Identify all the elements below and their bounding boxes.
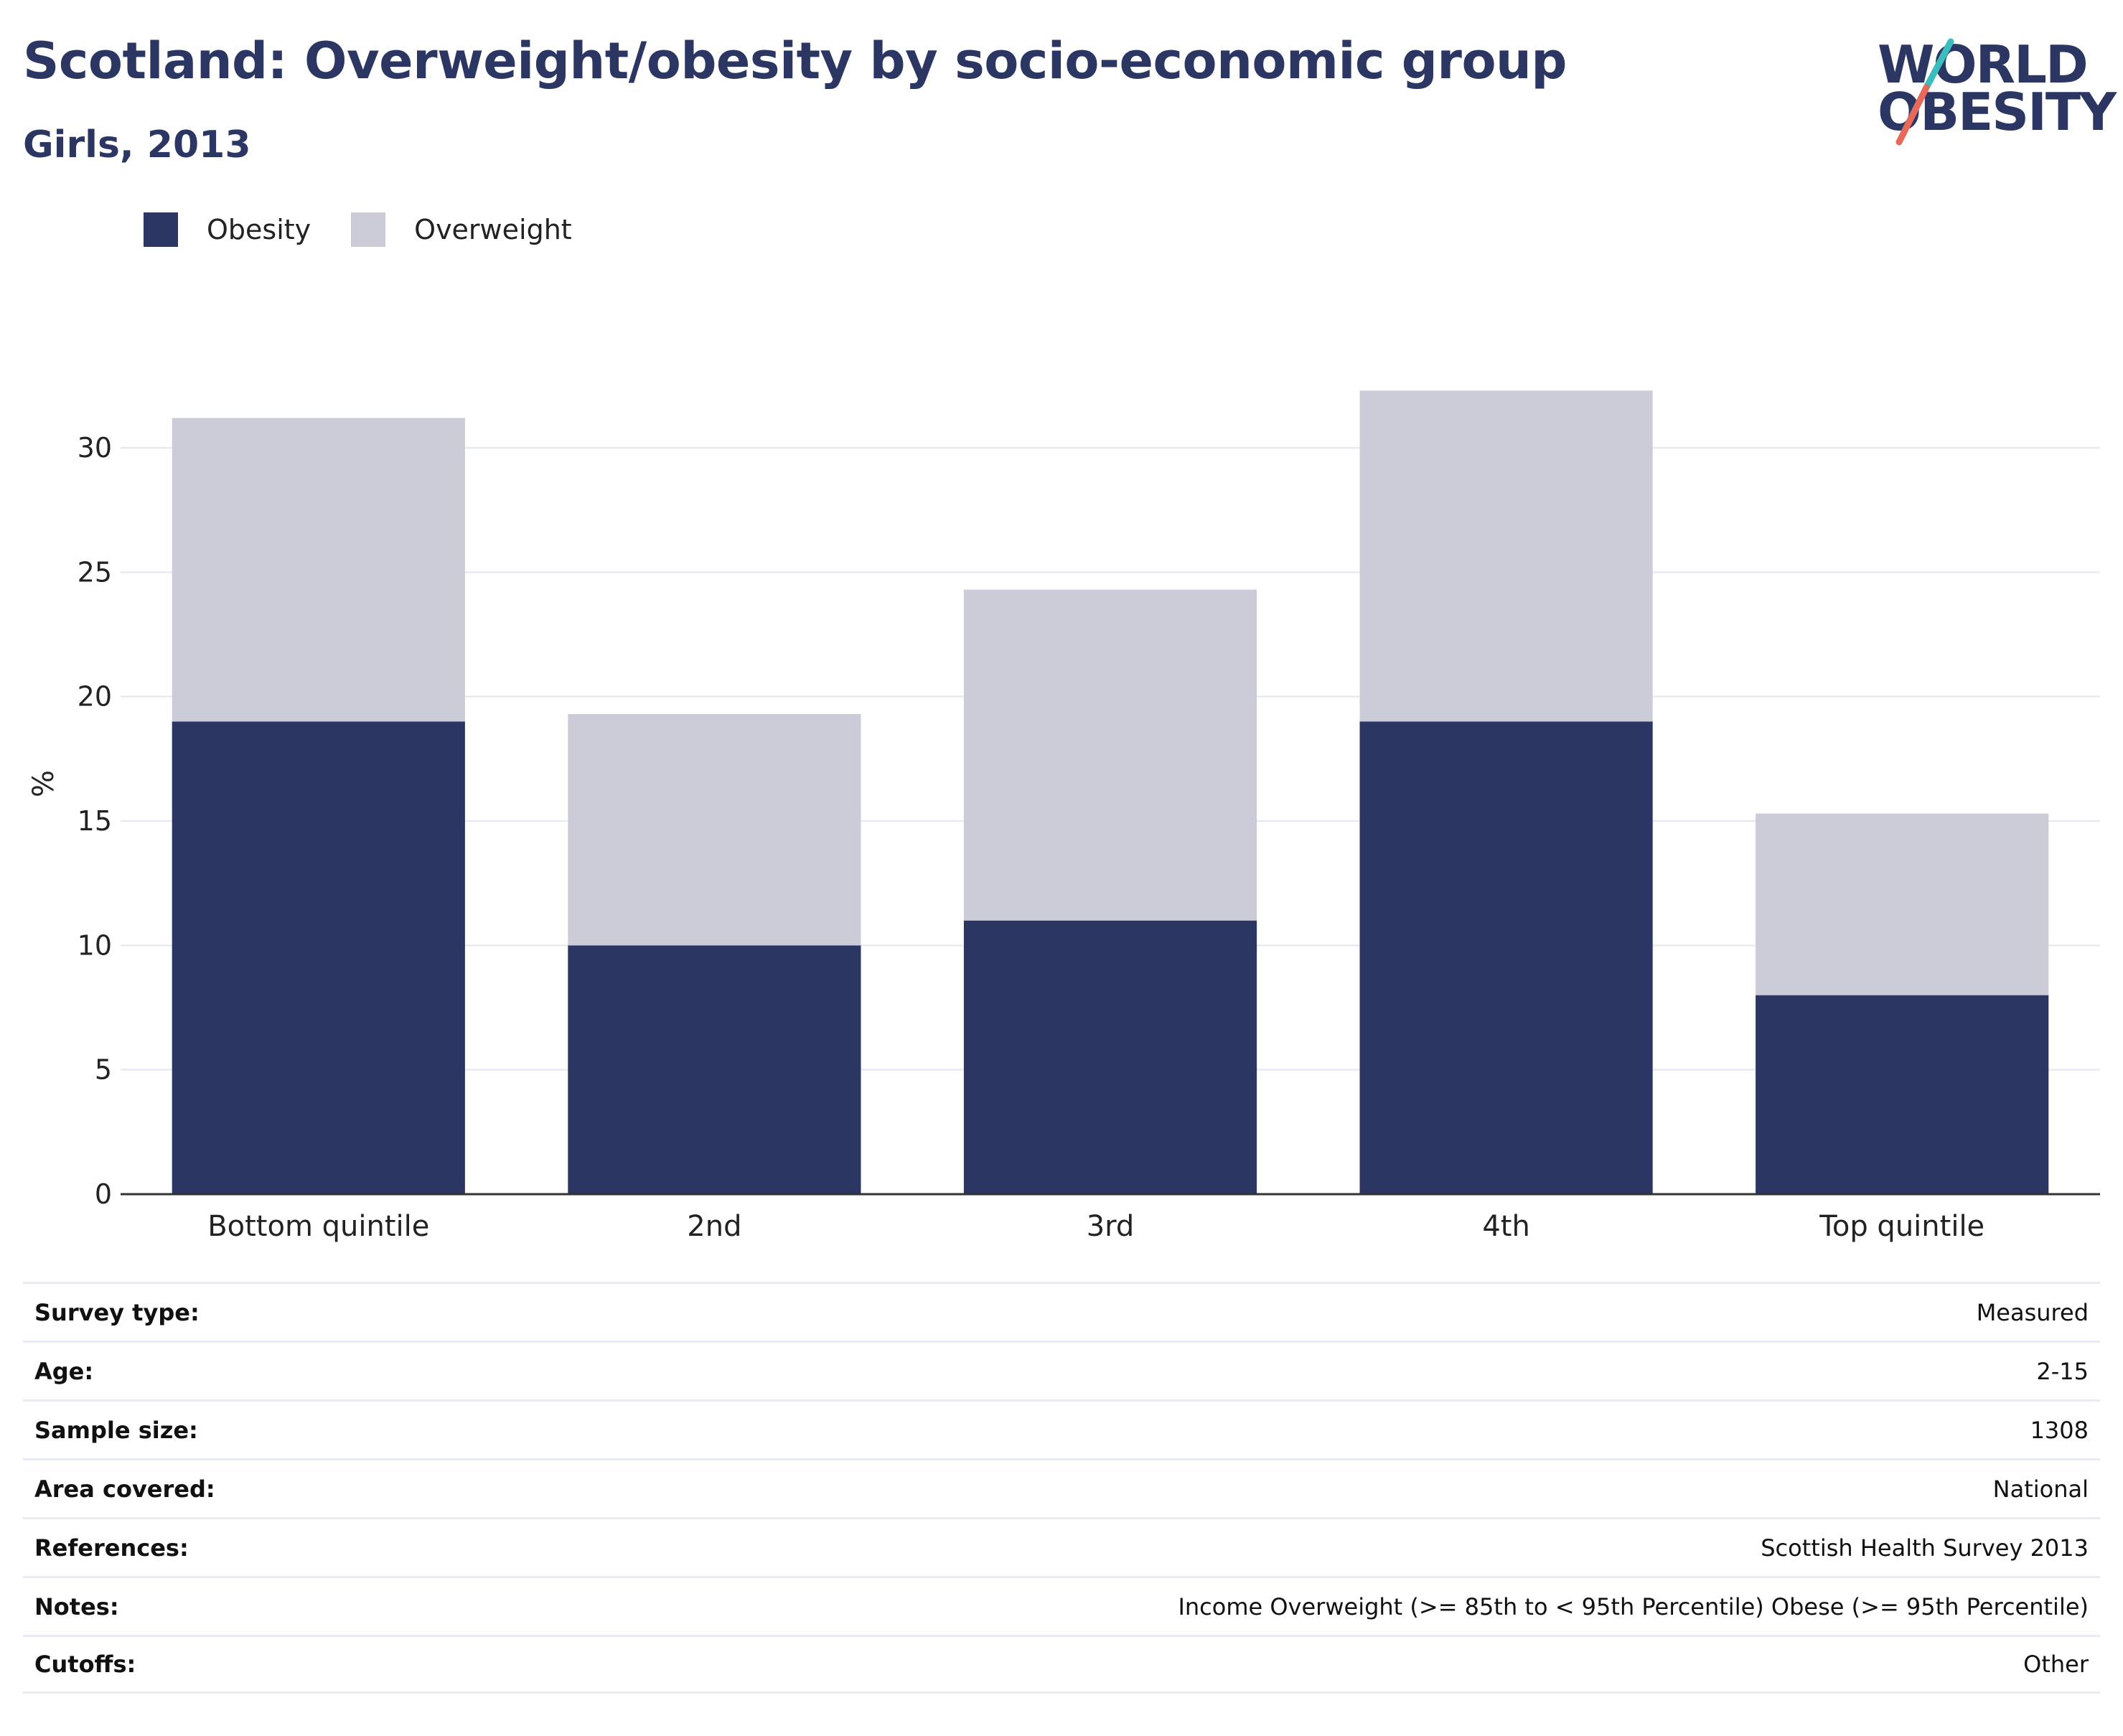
bar-overweight-1	[172, 418, 465, 722]
legend-item-overweight[interactable]: Overweight	[351, 212, 572, 247]
meta-row: Notes: Income Overweight (>= 85th to < 95…	[23, 1576, 2100, 1635]
meta-value: 1308	[2030, 1416, 2089, 1444]
meta-value: 2-15	[2036, 1357, 2089, 1385]
legend-item-obesity[interactable]: Obesity	[144, 212, 311, 247]
bar-obesity-1	[172, 721, 465, 1194]
meta-label: Sample size:	[34, 1416, 198, 1444]
world-obesity-logo: WORLD OBESITY	[1866, 34, 2117, 151]
meta-label: Age:	[34, 1357, 94, 1385]
logo-slash-icon	[1895, 38, 1954, 146]
bar-obesity-5	[1756, 995, 2049, 1194]
meta-label: Notes:	[34, 1592, 119, 1620]
bar-overweight-2	[568, 713, 861, 946]
meta-row: References: Scottish Health Survey 2013	[23, 1517, 2100, 1576]
y-tick-label: 0	[95, 1178, 112, 1210]
meta-value: Income Overweight (>= 85th to < 95th Per…	[1178, 1592, 2089, 1620]
x-tick-label: 2nd	[687, 1210, 741, 1243]
meta-value: Other	[2023, 1651, 2089, 1678]
meta-row: Sample size: 1308	[23, 1399, 2100, 1458]
meta-label: References:	[34, 1534, 189, 1562]
y-tick-label: 30	[78, 432, 112, 464]
legend-label-obesity: Obesity	[207, 214, 311, 245]
y-tick-label: 25	[78, 556, 112, 588]
meta-row: Cutoffs: Other	[23, 1635, 2100, 1694]
legend-label-overweight: Overweight	[414, 214, 572, 245]
bar-overweight-3	[963, 589, 1257, 921]
chart-legend: Obesity Overweight	[144, 212, 612, 247]
meta-row: Area covered: National	[23, 1458, 2100, 1517]
y-tick-label: 10	[78, 929, 112, 961]
metadata-table: Survey type: Measured Age: 2-15 Sample size:…	[23, 1282, 2100, 1694]
x-tick-label: Bottom quintile	[207, 1210, 429, 1243]
bar-obesity-3	[963, 920, 1257, 1194]
legend-swatch-overweight	[351, 212, 386, 247]
x-tick-label: 3rd	[1087, 1210, 1135, 1243]
y-tick-label: 5	[95, 1054, 112, 1086]
legend-swatch-obesity	[144, 212, 178, 247]
stacked-bar-chart: 0 5 10 15 20 25 30% Bottom quintile 2nd 3rd 4th Top…	[27, 390, 2100, 1243]
x-tick-label: 4th	[1482, 1210, 1529, 1243]
meta-row: Survey type: Measured	[23, 1282, 2100, 1341]
bar-obesity-2	[568, 945, 861, 1194]
bar-overweight-4	[1359, 390, 1653, 722]
y-axis-label: %	[27, 770, 60, 797]
y-tick-label: 15	[78, 805, 112, 837]
bar-obesity-4	[1359, 721, 1653, 1194]
y-tick-label: 20	[78, 681, 112, 713]
meta-value: Scottish Health Survey 2013	[1761, 1534, 2089, 1562]
meta-label: Survey type:	[34, 1298, 200, 1326]
bar-overweight-5	[1756, 813, 2049, 995]
meta-label: Cutoffs:	[34, 1651, 136, 1678]
logo-text-line1: WORLD	[1878, 34, 2089, 95]
meta-label: Area covered:	[34, 1475, 215, 1503]
meta-row: Age: 2-15	[23, 1341, 2100, 1399]
page-subtitle: Girls, 2013	[23, 123, 251, 166]
meta-value: National	[1992, 1475, 2089, 1503]
page-title: Scotland: Overweight/obesity by socio-ec…	[23, 32, 1567, 90]
meta-value: Measured	[1976, 1298, 2089, 1326]
x-tick-label: Top quintile	[1819, 1210, 1984, 1243]
